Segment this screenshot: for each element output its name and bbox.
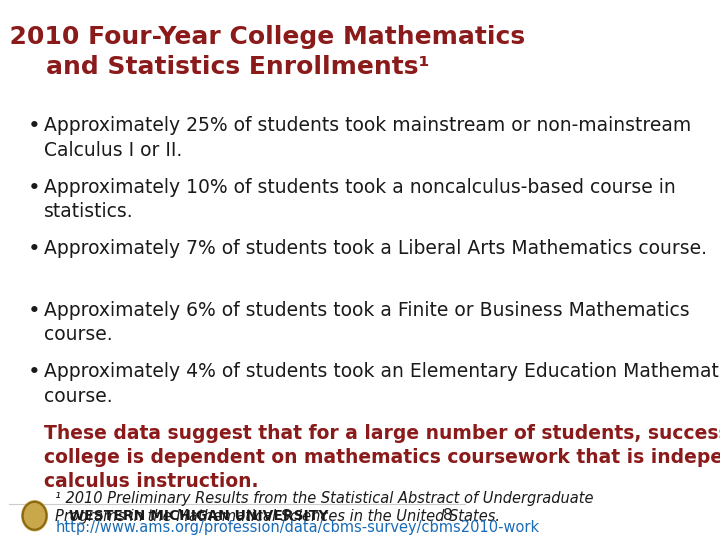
Text: ¹ 2010 Preliminary Results from the Statistical Abstract of Undergraduate
Progra: ¹ 2010 Preliminary Results from the Stat…	[55, 491, 594, 524]
Text: 8: 8	[443, 508, 453, 523]
Text: WESTERN MICHIGAN UNIVERSITY: WESTERN MICHIGAN UNIVERSITY	[69, 509, 328, 523]
Text: http://www.ams.org/profession/data/cbms-survey/cbms2010-work: http://www.ams.org/profession/data/cbms-…	[55, 520, 539, 535]
Text: Approximately 4% of students took an Elementary Education Mathematics
course.: Approximately 4% of students took an Ele…	[44, 362, 720, 406]
Text: •: •	[28, 178, 40, 198]
Text: •: •	[28, 116, 40, 136]
Text: Approximately 10% of students took a noncalculus-based course in
statistics.: Approximately 10% of students took a non…	[44, 178, 675, 221]
Text: These data suggest that for a large number of students, success in
college is de: These data suggest that for a large numb…	[44, 424, 720, 491]
Text: Fall 2010 Four-Year College Mathematics
and Statistics Enrollments¹: Fall 2010 Four-Year College Mathematics …	[0, 25, 525, 79]
Text: Approximately 25% of students took mainstream or non-mainstream
Calculus I or II: Approximately 25% of students took mains…	[44, 116, 691, 160]
Text: Approximately 7% of students took a Liberal Arts Mathematics course.: Approximately 7% of students took a Libe…	[44, 239, 707, 258]
Text: •: •	[28, 239, 40, 259]
Text: •: •	[28, 301, 40, 321]
Circle shape	[22, 501, 48, 531]
Text: Approximately 6% of students took a Finite or Business Mathematics
course.: Approximately 6% of students took a Fini…	[44, 301, 689, 344]
Text: •: •	[28, 362, 40, 382]
